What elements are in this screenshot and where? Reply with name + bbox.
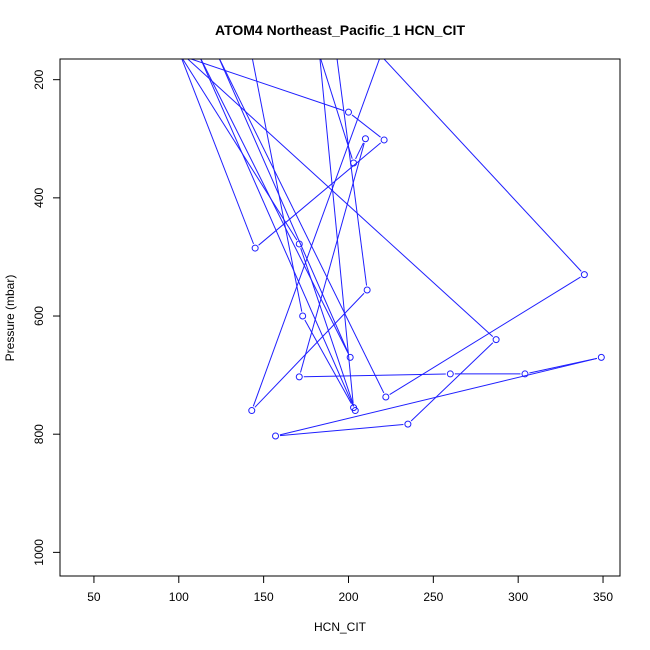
series-line-segment <box>300 248 355 407</box>
data-point <box>346 353 354 361</box>
y-axis: 200 400 600 800 1000 <box>32 69 60 566</box>
series-line-segment <box>254 292 365 408</box>
series-line-segment <box>182 59 298 241</box>
series-line-segment <box>251 59 303 312</box>
x-tick-label: 250 <box>423 590 443 604</box>
data-point <box>299 312 307 320</box>
y-tick-label: 600 <box>32 306 46 326</box>
data-point <box>295 240 303 248</box>
series-line-segment <box>319 59 354 404</box>
data-point <box>446 370 454 378</box>
data-point <box>380 136 388 144</box>
series-line-segment <box>355 142 364 160</box>
x-axis: 50 100 150 200 250 300 350 <box>87 576 613 604</box>
plot-frame <box>59 58 621 577</box>
data-point <box>580 271 588 279</box>
data-point <box>492 336 500 344</box>
data-point <box>272 432 280 440</box>
series-line-segment <box>279 357 598 436</box>
data-point <box>382 393 390 401</box>
data-point <box>363 286 371 294</box>
chart-title: ATOM4 Northeast_Pacific_1 HCN_CIT <box>215 22 465 38</box>
x-tick-label: 50 <box>87 590 101 604</box>
data-point <box>295 373 303 381</box>
data-point <box>350 404 358 412</box>
y-tick-label: 800 <box>32 424 46 444</box>
x-tick-label: 200 <box>338 590 358 604</box>
x-tick-label: 100 <box>169 590 189 604</box>
y-axis-label: Pressure (mbar) <box>3 275 17 362</box>
series-line-segment <box>304 319 352 404</box>
series-line-segment <box>320 59 353 159</box>
series-line-segment <box>299 142 365 373</box>
y-tick-label: 1000 <box>32 539 46 566</box>
x-axis-label: HCN_CIT <box>314 620 367 634</box>
data-point <box>350 159 358 167</box>
x-tick-label: 350 <box>593 590 613 604</box>
series-line-segment <box>189 59 345 112</box>
series-line-segment <box>279 424 404 437</box>
series-line-segment <box>252 59 380 407</box>
y-tick-label: 400 <box>32 188 46 208</box>
series-line-segment <box>383 59 582 272</box>
data-point <box>521 370 529 378</box>
series-line-segment <box>389 276 581 396</box>
x-tick-label: 300 <box>508 590 528 604</box>
data-point <box>404 420 412 428</box>
series-line-segment <box>200 59 354 407</box>
series-line-segment <box>187 59 494 337</box>
data-point <box>344 108 352 116</box>
y-tick-label: 200 <box>32 69 46 89</box>
data-point <box>248 407 256 415</box>
series-line-segment <box>336 59 368 286</box>
series-line-segment <box>258 142 381 246</box>
series-line-segment <box>410 342 494 422</box>
data-point <box>361 135 369 143</box>
series-line-segment <box>351 114 381 138</box>
series-line-segment <box>181 59 254 245</box>
series-line-segment <box>218 59 349 354</box>
data-point <box>251 244 259 252</box>
data-point <box>597 353 605 361</box>
x-tick-label: 150 <box>254 590 274 604</box>
series-line-segment <box>200 59 349 354</box>
plot-area <box>181 59 605 440</box>
series-line-segment <box>303 373 446 378</box>
